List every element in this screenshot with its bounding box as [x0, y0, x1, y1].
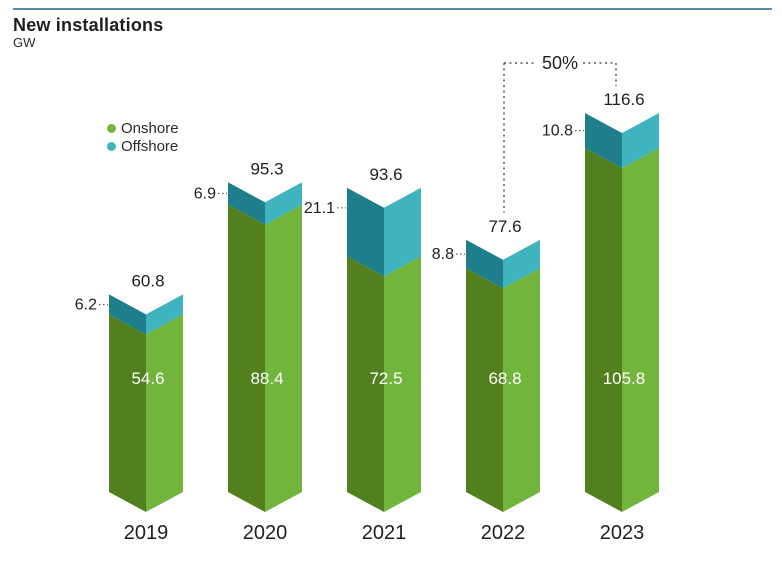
bar-2021-offshore-left: [347, 187, 384, 277]
onshore-label-2022: 68.8: [488, 369, 521, 388]
growth-annotation-label: 50%: [542, 53, 578, 73]
bar-2022-offshore-left: [466, 239, 503, 289]
bar-2019-onshore-right: [146, 314, 183, 512]
onshore-label-2019: 54.6: [131, 369, 164, 388]
bar-2022-onshore-right: [503, 268, 540, 512]
bar-2021-offshore-right: [384, 187, 421, 277]
total-label-2020: 95.3: [250, 159, 283, 178]
year-label-2019: 2019: [124, 522, 169, 544]
bar-2020-onshore-left: [228, 204, 265, 512]
offshore-label-2022: 8.8: [432, 246, 454, 263]
year-label-2021: 2021: [362, 522, 407, 544]
year-label-2020: 2020: [243, 522, 288, 544]
bar-2019-offshore-left: [109, 294, 146, 335]
bar-2023-offshore-left: [585, 113, 622, 169]
bar-2019-offshore-right: [146, 294, 183, 335]
bar-2020-offshore-left: [228, 182, 265, 225]
total-label-2019: 60.8: [131, 271, 164, 290]
legend: Onshore Offshore: [107, 119, 179, 155]
top-rule: [13, 8, 772, 10]
bar-2021-onshore-left: [347, 256, 384, 512]
offshore-swatch-icon: [107, 141, 116, 151]
offshore-label-2023: 10.8: [542, 123, 573, 140]
legend-item-offshore: Offshore: [107, 137, 179, 155]
legend-label-onshore: Onshore: [121, 119, 179, 137]
offshore-label-2019: 6.2: [75, 296, 97, 313]
total-label-2023: 116.6: [603, 90, 644, 109]
legend-label-offshore: Offshore: [121, 137, 179, 155]
bar-2023-onshore-left: [585, 148, 622, 512]
total-label-2022: 77.6: [488, 217, 521, 236]
bar-2020-offshore-right: [265, 182, 302, 225]
offshore-label-2021: 21.1: [304, 200, 335, 217]
onshore-label-2020: 88.4: [250, 369, 283, 388]
bar-2019-onshore-left: [109, 314, 146, 512]
year-label-2023: 2023: [600, 522, 645, 544]
bar-2023-onshore-right: [622, 148, 659, 512]
bar-2021-onshore-right: [384, 256, 421, 512]
legend-item-onshore: Onshore: [107, 119, 179, 137]
bar-2020-onshore-right: [265, 204, 302, 512]
offshore-label-2020: 6.9: [194, 185, 216, 202]
onshore-swatch-icon: [107, 123, 116, 133]
bar-2022-onshore-left: [466, 268, 503, 512]
bar-2022-offshore-right: [503, 239, 540, 289]
bar-2023-offshore-right: [622, 113, 659, 169]
chart-unit-label: GW: [13, 35, 36, 50]
onshore-label-2023: 105.8: [603, 369, 646, 388]
onshore-label-2021: 72.5: [369, 369, 402, 388]
chart-title: New installations: [13, 15, 164, 35]
total-label-2021: 93.6: [369, 165, 402, 184]
year-label-2022: 2022: [481, 522, 526, 544]
